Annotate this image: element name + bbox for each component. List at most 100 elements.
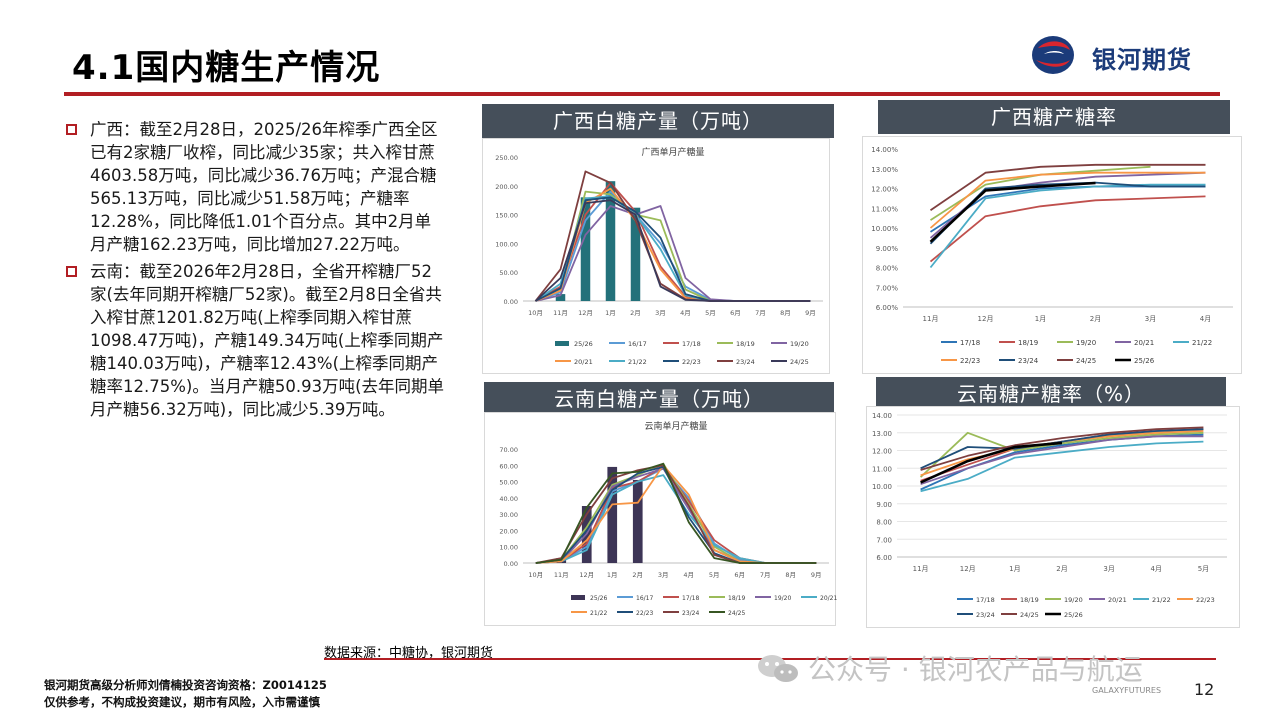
legend-label: 20/21 — [1134, 339, 1154, 347]
x-tick-label: 7月 — [760, 571, 771, 579]
bullet-text: 云南：截至2026年2月28日，全省开榨糖厂52家(去年同期开榨糖厂52家)。截… — [90, 262, 445, 419]
panel-header-yn-output: 云南白糖产量（万吨） — [484, 382, 834, 416]
legend-label: 24/25 — [1076, 357, 1096, 365]
x-tick-label: 9月 — [811, 571, 822, 579]
x-tick-label: 10月 — [528, 309, 543, 317]
legend-label: 18/19 — [728, 595, 745, 602]
bullet-square-icon — [66, 124, 77, 135]
legend-label: 25/26 — [1064, 611, 1083, 619]
analyst-credential: 银河期货高级分析师刘倩楠投资咨询资格：Z0014125 — [44, 678, 327, 692]
bullet-yunnan: 云南：截至2026年2月28日，全省开榨糖厂52家(去年同期开榨糖厂52家)。截… — [66, 260, 446, 421]
title-divider — [64, 92, 1220, 96]
x-tick-label: 11月 — [553, 309, 568, 317]
data-source: 数据来源：中糖协，银河期货 — [324, 646, 494, 661]
legend-label: 24/25 — [1020, 611, 1039, 619]
legend-label: 22/23 — [682, 358, 701, 366]
series-line — [534, 199, 811, 302]
company-logo: 银河期货 — [1030, 34, 1230, 76]
bar — [580, 197, 591, 301]
y-tick-label: 8.00% — [876, 265, 899, 273]
y-tick-label: 6.00% — [876, 304, 899, 312]
legend-label: 17/18 — [682, 595, 699, 602]
panel-header-gx-output: 广西白糖产量（万吨） — [482, 104, 834, 138]
page-number: 12 — [1194, 680, 1215, 699]
x-tick-label: 5月 — [1198, 565, 1209, 573]
bullet-square-icon — [66, 266, 77, 277]
legend-label: 17/18 — [960, 339, 980, 347]
chart-gx-rate-svg: 6.00% 7.00% 8.00% 9.00% 10.00% 11.00% 12.00% 13… — [871, 146, 1233, 365]
series-line — [929, 183, 1206, 269]
panel-header-gx-rate: 广西糖产糖率 — [878, 100, 1230, 134]
legend-label: 19/20 — [1064, 596, 1083, 604]
series-line — [929, 163, 1206, 211]
watermark-text: 公众号 · 银河农产品与航运 — [808, 653, 1143, 686]
bar — [630, 207, 641, 301]
risk-disclaimer: 仅供参考，不构成投资建议，期市有风险，入市需谨慎 — [44, 695, 320, 709]
y-tick-label: 14.00% — [871, 146, 898, 154]
x-tick-label: 7月 — [755, 309, 766, 317]
galaxy-futures-wordmark: GALAXYFUTURES — [1092, 686, 1162, 695]
legend-label: 24/25 — [728, 610, 745, 617]
galaxy-logo-icon — [1032, 36, 1074, 74]
bar — [555, 294, 566, 301]
legend-label: 21/22 — [590, 610, 607, 617]
legend-label: 17/18 — [976, 596, 995, 604]
x-tick-label: 6月 — [730, 309, 741, 317]
chart-yn-rate: 6.00 7.00 8.00 9.00 10.00 11.00 12.00 13.00 14.0… — [866, 406, 1240, 628]
bar — [632, 479, 643, 563]
series-line — [920, 435, 1204, 486]
x-tick-label: 4月 — [683, 571, 694, 579]
y-tick-label: 30.00 — [499, 511, 518, 519]
x-tick-label: 5月 — [709, 571, 720, 579]
wechat-icon — [758, 655, 798, 682]
x-tick-label: 1月 — [605, 309, 616, 317]
series-line — [535, 462, 817, 564]
x-tick-label: 1月 — [607, 571, 618, 579]
y-tick-label: 10.00% — [871, 225, 898, 233]
chart-gx-rate: 6.00% 7.00% 8.00% 9.00% 10.00% 11.00% 12.00% 13… — [862, 136, 1242, 374]
y-tick-label: 40.00 — [499, 495, 518, 503]
x-tick-label: 12月 — [960, 565, 976, 573]
legend-label: 21/22 — [1192, 339, 1212, 347]
series-line — [929, 181, 1096, 243]
legend-label: 18/19 — [1020, 596, 1039, 604]
x-tick-label: 12月 — [578, 309, 593, 317]
x-tick-label: 2月 — [1056, 565, 1067, 573]
chart-title: 云南单月产糖量 — [644, 420, 707, 432]
chart-gx-output-svg: 广西单月产糖量 0.00 50.00 100.00 150.00 200.00 250.00… — [495, 146, 823, 366]
x-tick-label: 1月 — [1009, 565, 1020, 573]
y-tick-label: 13.00% — [871, 166, 898, 174]
summary-bullets: 广西：截至2月28日，2025/26年榨季广西全区已有2家糖厂收榨，同比减少35… — [66, 118, 446, 425]
y-tick-label: 11.00% — [871, 205, 898, 213]
series-line — [920, 440, 1204, 493]
page-title: 4.1国内糖生产情况 — [72, 48, 381, 88]
y-tick-label: 250.00 — [495, 154, 518, 162]
x-tick-label: 12月 — [579, 571, 594, 579]
x-tick-label: 11月 — [923, 315, 939, 323]
legend-label: 19/20 — [774, 595, 791, 602]
legend-label: 16/17 — [636, 595, 653, 602]
series-line — [920, 441, 1063, 484]
legend-swatch — [571, 595, 585, 600]
legend-label: 21/22 — [628, 358, 647, 366]
series-line — [535, 196, 811, 302]
chart-yn-output-svg: 云南单月产糖量 0.00 10.00 20.00 30.00 40.00 50.00 60.0… — [499, 420, 837, 617]
y-tick-label: 150.00 — [495, 212, 518, 220]
logo-text: 银河期货 — [1092, 46, 1192, 74]
bar — [605, 181, 616, 301]
x-tick-label: 6月 — [734, 571, 745, 579]
legend-label: 17/18 — [682, 340, 701, 348]
y-tick-label: 70.00 — [499, 446, 518, 454]
x-tick-label: 1月 — [1035, 315, 1046, 323]
y-tick-label: 10.00 — [499, 544, 518, 552]
chart-yn-output: 云南单月产糖量 0.00 10.00 20.00 30.00 40.00 50.00 60.0… — [484, 412, 837, 626]
x-tick-label: 2月 — [1090, 315, 1101, 323]
x-tick-label: 12月 — [978, 315, 994, 323]
legend-label: 16/17 — [628, 340, 647, 348]
y-tick-label: 8.00 — [876, 519, 892, 527]
y-tick-label: 50.00 — [499, 269, 518, 277]
y-tick-label: 100.00 — [495, 240, 518, 248]
legend-label: 18/19 — [1018, 339, 1038, 347]
x-tick-label: 11月 — [913, 565, 929, 573]
x-tick-label: 10月 — [528, 571, 543, 579]
